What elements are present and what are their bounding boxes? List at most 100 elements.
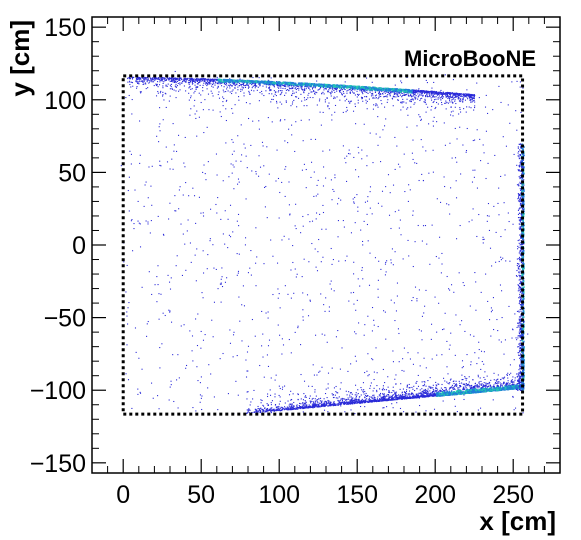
data-point xyxy=(460,93,462,95)
data-point xyxy=(351,397,353,399)
data-point xyxy=(184,243,186,245)
data-point xyxy=(324,99,326,101)
data-point xyxy=(319,111,321,113)
data-point xyxy=(436,93,438,95)
data-point xyxy=(457,388,459,390)
data-point xyxy=(277,81,280,84)
data-point xyxy=(307,86,309,88)
data-point xyxy=(248,408,250,410)
data-point xyxy=(362,391,364,393)
data-point xyxy=(398,95,400,97)
data-point xyxy=(188,195,190,197)
data-point xyxy=(267,317,269,319)
data-point xyxy=(194,113,196,115)
data-point xyxy=(253,80,255,82)
data-point xyxy=(302,225,304,227)
data-point xyxy=(156,83,158,85)
data-point xyxy=(296,408,298,410)
data-point xyxy=(198,79,200,81)
data-point xyxy=(429,263,431,265)
data-point xyxy=(203,131,205,134)
data-point xyxy=(244,81,246,83)
data-point xyxy=(279,307,281,309)
data-point xyxy=(327,411,329,413)
data-point xyxy=(368,86,370,88)
data-point xyxy=(233,166,235,168)
data-point xyxy=(337,86,340,88)
data-point xyxy=(127,379,130,381)
data-point xyxy=(302,215,304,218)
data-point xyxy=(241,83,243,85)
data-point xyxy=(300,403,302,405)
data-point xyxy=(126,264,128,267)
data-point xyxy=(212,95,214,97)
data-point xyxy=(279,81,282,84)
data-point xyxy=(316,399,318,401)
data-point xyxy=(182,194,184,196)
data-point xyxy=(266,403,268,405)
data-point xyxy=(275,180,277,182)
data-point xyxy=(514,379,516,381)
data-point xyxy=(283,85,286,87)
data-point xyxy=(374,398,376,400)
data-point xyxy=(168,218,170,220)
data-point xyxy=(217,93,219,96)
data-point xyxy=(516,326,518,329)
data-point xyxy=(284,168,286,170)
data-point xyxy=(168,281,171,283)
data-point xyxy=(472,95,474,97)
data-point xyxy=(417,98,419,100)
data-point xyxy=(323,84,326,87)
data-point xyxy=(162,85,164,87)
data-point xyxy=(333,401,335,403)
data-point xyxy=(421,97,423,99)
data-point xyxy=(423,101,425,103)
data-point xyxy=(339,91,341,93)
data-point xyxy=(464,99,467,101)
data-point xyxy=(371,358,373,360)
data-point xyxy=(348,100,350,102)
data-point xyxy=(478,341,480,343)
data-point xyxy=(451,157,453,159)
data-point xyxy=(316,184,318,186)
data-point xyxy=(249,80,251,82)
data-point xyxy=(465,149,468,152)
data-point xyxy=(492,297,495,299)
data-point xyxy=(290,390,292,392)
data-point xyxy=(409,100,411,102)
data-point xyxy=(287,86,289,88)
data-point xyxy=(143,78,145,80)
data-point xyxy=(514,313,516,315)
data-point xyxy=(280,87,282,89)
data-point xyxy=(183,80,185,82)
data-point xyxy=(437,93,439,95)
data-point xyxy=(397,99,399,101)
data-point xyxy=(219,283,221,285)
data-point xyxy=(373,378,375,381)
data-point xyxy=(392,91,394,93)
data-point xyxy=(401,369,403,372)
data-point xyxy=(321,366,323,368)
data-point xyxy=(474,106,476,109)
data-point xyxy=(300,119,302,121)
data-point xyxy=(203,82,205,84)
data-point xyxy=(233,331,235,333)
data-point xyxy=(505,145,507,147)
data-point xyxy=(314,403,316,405)
data-point xyxy=(234,104,236,106)
data-point xyxy=(352,291,355,294)
data-point xyxy=(414,98,416,100)
data-point xyxy=(452,96,454,98)
data-point xyxy=(328,89,330,91)
data-point xyxy=(292,245,294,247)
data-point xyxy=(131,407,133,409)
data-point xyxy=(150,220,152,222)
data-point xyxy=(331,85,333,87)
data-point xyxy=(173,144,175,146)
data-point xyxy=(231,139,233,141)
data-point xyxy=(295,88,297,91)
data-point xyxy=(158,84,161,86)
data-point xyxy=(363,334,365,336)
data-point xyxy=(377,106,379,108)
data-point xyxy=(168,100,170,102)
